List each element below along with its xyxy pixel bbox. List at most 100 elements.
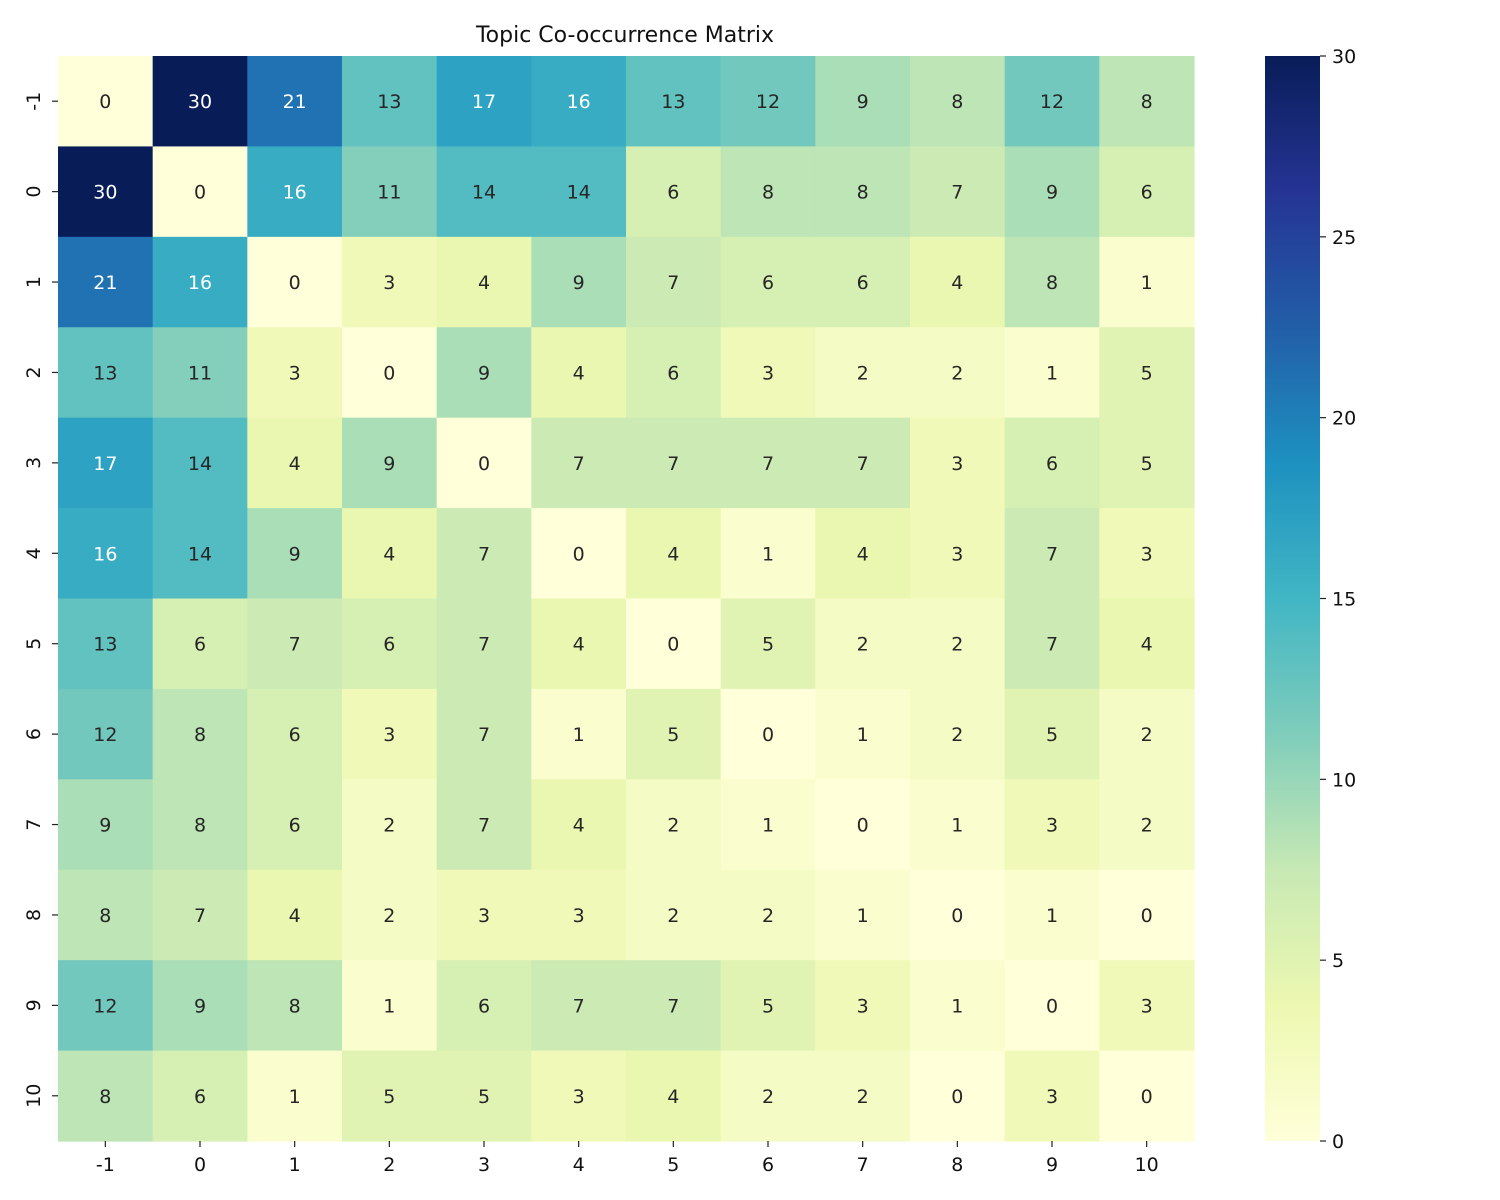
cell-value-label: 16 bbox=[93, 543, 117, 565]
cell-value-label: 0 bbox=[951, 905, 963, 927]
heatmap-cell bbox=[910, 146, 1006, 238]
heatmap-cell bbox=[1004, 869, 1100, 961]
colorbar-tick-label: 0 bbox=[1332, 1131, 1344, 1153]
x-axis: -1 0 1 2 3 4 5 6 7 8 9 10 bbox=[96, 1141, 1159, 1176]
heatmap-cell bbox=[910, 598, 1006, 690]
heatmap-cell bbox=[342, 1050, 438, 1142]
heatmap-cell bbox=[1004, 508, 1100, 600]
y-tick-label: 8 bbox=[23, 909, 45, 921]
cell-value-label: 7 bbox=[478, 634, 490, 656]
heatmap-cell bbox=[152, 598, 248, 690]
cell-value-label: 3 bbox=[478, 905, 490, 927]
heatmap-cell bbox=[152, 688, 248, 780]
cell-value-label: 1 bbox=[1046, 905, 1058, 927]
heatmap-cell bbox=[247, 146, 343, 238]
cell-value-label: 13 bbox=[377, 91, 401, 113]
heatmap-cell bbox=[910, 1050, 1006, 1142]
cell-value-label: 7 bbox=[478, 724, 490, 746]
x-tick-label: 8 bbox=[951, 1154, 963, 1176]
cell-value-label: 8 bbox=[194, 724, 206, 746]
cell-value-label: 3 bbox=[383, 272, 395, 294]
heatmap-cell bbox=[626, 417, 722, 509]
heatmap-cell bbox=[1099, 779, 1195, 871]
cell-value-label: 12 bbox=[93, 995, 117, 1017]
heatmap-cell bbox=[910, 417, 1006, 509]
cell-value-label: 3 bbox=[1141, 995, 1153, 1017]
heatmap-cell bbox=[58, 146, 154, 238]
cell-value-label: 17 bbox=[93, 453, 117, 475]
y-tick-label: 2 bbox=[23, 366, 45, 378]
cell-value-label: 0 bbox=[951, 1086, 963, 1108]
heatmap-cell bbox=[436, 779, 532, 871]
heatmap-cell bbox=[531, 1050, 627, 1142]
cell-value-label: 1 bbox=[289, 1086, 301, 1108]
cell-value-label: 7 bbox=[667, 995, 679, 1017]
cell-value-label: 2 bbox=[951, 362, 963, 384]
cell-value-label: 8 bbox=[951, 91, 963, 113]
y-axis: -1 0 1 2 3 4 5 6 7 8 9 10 bbox=[23, 92, 58, 1108]
cell-value-label: 4 bbox=[383, 543, 395, 565]
cell-value-label: 3 bbox=[289, 362, 301, 384]
cell-value-label: 12 bbox=[1040, 91, 1064, 113]
cell-value-label: 3 bbox=[1141, 543, 1153, 565]
heatmap-cell bbox=[1004, 960, 1100, 1052]
cell-value-label: 1 bbox=[857, 724, 869, 746]
cell-value-label: 7 bbox=[1046, 634, 1058, 656]
x-tick-label: 4 bbox=[573, 1154, 585, 1176]
x-tick-label: 2 bbox=[383, 1154, 395, 1176]
cell-value-label: 7 bbox=[762, 453, 774, 475]
cell-value-label: 3 bbox=[383, 724, 395, 746]
heatmap-cell bbox=[815, 869, 911, 961]
heatmap-cell bbox=[1004, 598, 1100, 690]
cell-value-label: 13 bbox=[93, 634, 117, 656]
x-tick-label: 10 bbox=[1135, 1154, 1159, 1176]
heatmap-cell bbox=[58, 779, 154, 871]
cell-value-label: 4 bbox=[478, 272, 490, 294]
heatmap-cell bbox=[531, 779, 627, 871]
heatmap-cell bbox=[247, 327, 343, 419]
cell-value-label: 7 bbox=[667, 453, 679, 475]
heatmap-cell bbox=[436, 146, 532, 238]
colorbar: 0 5 10 15 20 25 30 bbox=[1265, 46, 1356, 1153]
heatmap-cell bbox=[1099, 688, 1195, 780]
heatmap-cell bbox=[815, 236, 911, 328]
cell-value-label: 30 bbox=[93, 182, 117, 204]
heatmap-cell bbox=[436, 236, 532, 328]
cell-value-label: 1 bbox=[1046, 362, 1058, 384]
heatmap-cell bbox=[247, 236, 343, 328]
heatmap-cell bbox=[1099, 417, 1195, 509]
cell-value-label: 0 bbox=[573, 543, 585, 565]
cell-value-label: 8 bbox=[289, 995, 301, 1017]
heatmap-cell bbox=[58, 869, 154, 961]
cell-value-label: 12 bbox=[93, 724, 117, 746]
y-tick-label: 5 bbox=[23, 638, 45, 650]
cell-value-label: 2 bbox=[762, 905, 774, 927]
heatmap-cell bbox=[531, 598, 627, 690]
y-tick-label: 6 bbox=[23, 728, 45, 740]
cell-value-label: 4 bbox=[289, 905, 301, 927]
heatmap-cell bbox=[910, 508, 1006, 600]
heatmap-cell bbox=[342, 327, 438, 419]
heatmap-cell bbox=[58, 417, 154, 509]
heatmap-cell bbox=[626, 327, 722, 419]
cell-value-label: 9 bbox=[383, 453, 395, 475]
heatmap-cell bbox=[531, 327, 627, 419]
heatmap-cell bbox=[58, 508, 154, 600]
cell-value-label: 11 bbox=[377, 182, 401, 204]
heatmap-cell bbox=[626, 688, 722, 780]
heatmap-cell bbox=[342, 146, 438, 238]
heatmap-cell bbox=[531, 146, 627, 238]
cell-value-label: 3 bbox=[857, 995, 869, 1017]
heatmap-cell bbox=[910, 327, 1006, 419]
heatmap-cell bbox=[815, 417, 911, 509]
cell-value-label: 3 bbox=[951, 543, 963, 565]
heatmap-cell bbox=[1004, 146, 1100, 238]
cell-value-label: 21 bbox=[283, 91, 307, 113]
heatmap-cell bbox=[342, 508, 438, 600]
cell-value-label: 2 bbox=[1141, 724, 1153, 746]
cell-value-label: 0 bbox=[99, 91, 111, 113]
heatmap-cell bbox=[720, 146, 816, 238]
chart-title: Topic Co-occurrence Matrix bbox=[475, 23, 774, 48]
cell-value-label: 12 bbox=[756, 91, 780, 113]
heatmap-cell bbox=[436, 56, 532, 148]
